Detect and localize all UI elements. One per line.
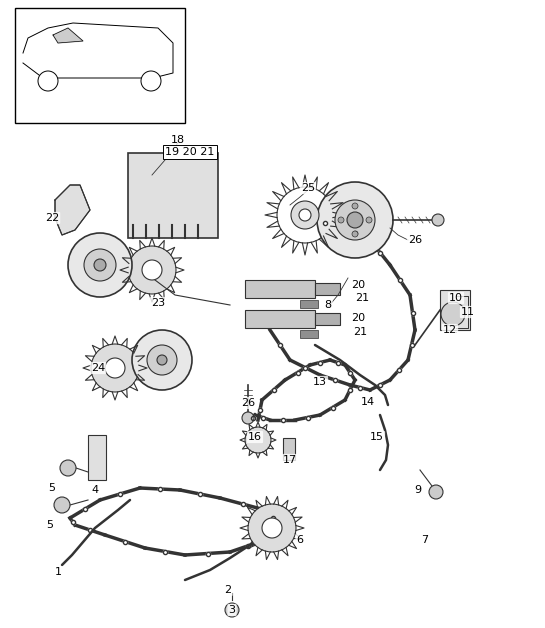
Circle shape xyxy=(225,603,239,617)
Circle shape xyxy=(366,217,372,223)
Bar xyxy=(88,435,106,480)
Text: 8: 8 xyxy=(324,300,331,310)
Text: 3: 3 xyxy=(228,605,235,615)
Circle shape xyxy=(132,330,192,390)
Circle shape xyxy=(248,504,296,552)
Bar xyxy=(245,280,315,298)
Text: 23: 23 xyxy=(151,298,165,308)
Circle shape xyxy=(441,302,465,326)
Text: 16: 16 xyxy=(248,432,262,442)
Text: 26: 26 xyxy=(408,235,422,245)
Text: 21: 21 xyxy=(353,327,367,337)
Polygon shape xyxy=(53,28,83,43)
Text: 11: 11 xyxy=(461,307,475,317)
Circle shape xyxy=(142,260,162,280)
Circle shape xyxy=(128,246,176,294)
Text: 6: 6 xyxy=(296,535,304,545)
Text: 12: 12 xyxy=(443,325,457,335)
Text: 17: 17 xyxy=(283,455,297,465)
Circle shape xyxy=(54,497,70,513)
Circle shape xyxy=(338,217,344,223)
Text: 20: 20 xyxy=(351,313,365,323)
Text: 7: 7 xyxy=(421,535,428,545)
Text: 14: 14 xyxy=(361,397,375,407)
Circle shape xyxy=(242,412,254,424)
Text: 2: 2 xyxy=(225,585,232,595)
Circle shape xyxy=(245,427,271,453)
Text: 25: 25 xyxy=(301,183,315,193)
Text: 15: 15 xyxy=(370,432,384,442)
Circle shape xyxy=(262,518,282,538)
Circle shape xyxy=(347,212,363,228)
Circle shape xyxy=(60,460,76,476)
Text: 13: 13 xyxy=(313,377,327,387)
Circle shape xyxy=(84,249,116,281)
Circle shape xyxy=(352,203,358,209)
Text: 18: 18 xyxy=(171,135,185,145)
Circle shape xyxy=(429,485,443,499)
Circle shape xyxy=(68,233,132,297)
Text: 26: 26 xyxy=(241,398,255,408)
Circle shape xyxy=(335,200,375,240)
Circle shape xyxy=(317,182,393,258)
Text: 22: 22 xyxy=(45,213,59,223)
Circle shape xyxy=(291,201,319,229)
Text: 9: 9 xyxy=(414,485,422,495)
Circle shape xyxy=(299,209,311,221)
Circle shape xyxy=(352,231,358,237)
Text: 5: 5 xyxy=(49,483,56,493)
Circle shape xyxy=(277,187,333,243)
Circle shape xyxy=(105,358,125,378)
Circle shape xyxy=(432,214,444,226)
Text: 4: 4 xyxy=(92,485,99,495)
Text: 21: 21 xyxy=(355,293,369,303)
Bar xyxy=(283,438,295,460)
Circle shape xyxy=(91,344,139,392)
Text: 20: 20 xyxy=(351,280,365,290)
Bar xyxy=(128,153,218,238)
Circle shape xyxy=(94,259,106,271)
Bar xyxy=(315,313,340,325)
Bar xyxy=(440,290,470,330)
Text: 19 20 21: 19 20 21 xyxy=(165,147,215,157)
Text: 10: 10 xyxy=(449,293,463,303)
Text: 1: 1 xyxy=(54,567,62,577)
Bar xyxy=(315,283,340,295)
Circle shape xyxy=(147,345,177,375)
Polygon shape xyxy=(55,185,90,235)
Text: 24: 24 xyxy=(91,363,105,373)
Bar xyxy=(300,300,318,308)
Circle shape xyxy=(38,71,58,91)
Bar xyxy=(300,330,318,338)
Circle shape xyxy=(157,355,167,365)
Circle shape xyxy=(141,71,161,91)
Bar xyxy=(15,8,185,123)
Bar xyxy=(245,310,315,328)
Text: 5: 5 xyxy=(46,520,53,530)
